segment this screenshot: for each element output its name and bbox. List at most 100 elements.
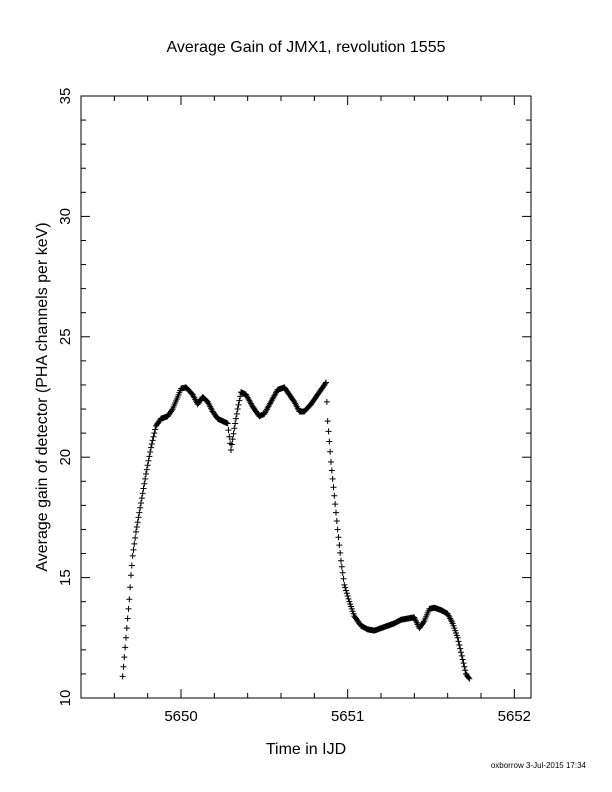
data-point — [228, 446, 234, 453]
data-point — [150, 433, 157, 440]
data-point — [322, 380, 329, 387]
x-tick-label: 5652 — [498, 708, 531, 725]
data-point — [330, 484, 337, 491]
data-point — [325, 428, 332, 435]
data-point — [461, 663, 468, 670]
data-point — [335, 534, 342, 541]
data-point — [339, 569, 346, 576]
data-point — [148, 444, 154, 451]
data-point — [146, 453, 153, 460]
y-tick-label: 30 — [57, 208, 74, 225]
data-point — [140, 485, 147, 492]
data-point — [148, 440, 155, 447]
data-point — [135, 514, 142, 521]
data-point — [120, 663, 127, 670]
data-point — [126, 596, 133, 603]
data-point — [342, 584, 349, 591]
data-point — [338, 563, 345, 570]
data-point — [136, 509, 143, 516]
data-point — [341, 581, 348, 588]
data-point — [125, 605, 132, 612]
data-point — [144, 462, 151, 469]
data-point — [462, 667, 469, 674]
data-point — [122, 644, 129, 651]
y-tick-label: 10 — [57, 690, 74, 707]
data-point — [333, 518, 340, 525]
data-point — [466, 675, 473, 682]
data-point — [141, 480, 148, 487]
data-point — [343, 590, 350, 597]
data-point — [323, 398, 330, 405]
y-tick-label: 25 — [57, 328, 74, 345]
x-axis-label: Time in IJD — [266, 741, 346, 758]
data-point — [323, 379, 329, 386]
data-point — [129, 552, 136, 559]
data-point — [138, 495, 145, 502]
y-axis-label: Average gain of detector (PHA channels p… — [34, 222, 51, 571]
data-point — [233, 415, 239, 422]
data-point — [228, 441, 235, 448]
data-point — [119, 673, 126, 680]
data-point — [333, 509, 339, 516]
data-point — [458, 649, 464, 656]
data-point — [131, 540, 138, 547]
y-tick-label: 35 — [57, 88, 74, 105]
data-point — [143, 471, 149, 478]
data-point — [458, 652, 465, 659]
data-point — [232, 420, 239, 427]
data-point — [456, 642, 463, 649]
data-point — [152, 426, 159, 433]
data-point — [224, 420, 231, 427]
data-point — [130, 546, 137, 553]
data-point — [345, 595, 352, 602]
data-point — [233, 410, 240, 417]
data-point — [149, 437, 156, 444]
axis-tick-labels: 5650 5651 5652 10 15 20 25 30 35 — [57, 88, 531, 725]
data-point — [465, 674, 472, 681]
data-point — [329, 475, 336, 482]
data-point — [137, 504, 144, 511]
data-point — [225, 427, 232, 434]
data-point — [234, 406, 241, 413]
data-point — [128, 562, 135, 569]
data-series — [119, 379, 473, 682]
data-point — [235, 401, 242, 408]
data-point — [237, 393, 244, 400]
axis-ticks — [80, 95, 531, 699]
data-point — [420, 619, 427, 626]
data-point — [328, 459, 334, 466]
data-point — [343, 587, 349, 594]
data-point — [236, 397, 243, 404]
data-point — [151, 430, 158, 437]
footer-credit: oxborrow 3-Jul-2015 17:34 — [491, 761, 587, 770]
data-point — [138, 499, 144, 506]
data-point — [231, 425, 238, 432]
data-point — [147, 448, 154, 455]
plot-frame — [80, 95, 532, 699]
data-point — [133, 528, 139, 535]
data-point — [455, 638, 462, 645]
chart-title: Average Gain of JMX1, revolution 1555 — [167, 39, 446, 56]
data-point — [327, 448, 334, 455]
data-point — [331, 492, 338, 499]
data-point — [332, 501, 339, 508]
x-tick-label: 5651 — [331, 708, 364, 725]
y-tick-label: 15 — [57, 569, 74, 586]
data-point — [344, 593, 351, 600]
data-point — [132, 534, 139, 541]
data-point — [133, 524, 140, 531]
data-point — [340, 575, 347, 582]
data-point — [326, 438, 333, 445]
data-point — [145, 457, 152, 464]
data-point — [168, 407, 175, 414]
data-point — [142, 475, 149, 482]
data-point — [337, 549, 344, 556]
data-point — [229, 436, 236, 443]
data-point — [334, 526, 341, 533]
data-point — [123, 625, 130, 632]
data-point — [324, 418, 331, 425]
data-point — [230, 430, 237, 437]
data-point — [457, 645, 464, 652]
data-point — [127, 584, 134, 591]
